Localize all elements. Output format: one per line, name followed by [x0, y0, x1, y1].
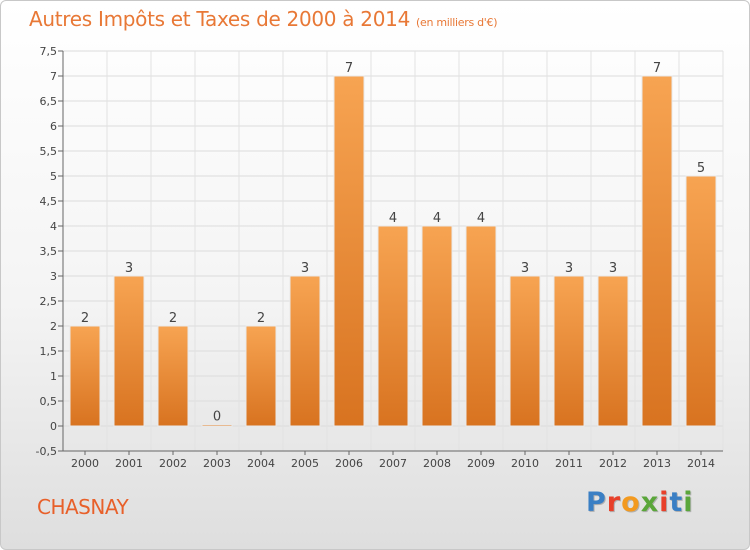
logo-letter: o	[621, 487, 641, 518]
x-tick-label: 2002	[159, 457, 187, 470]
y-tick-label: 0,5	[40, 395, 58, 408]
y-tick-label: 4	[50, 220, 57, 233]
bar-value-label: 4	[477, 211, 485, 226]
logo-letter: r	[606, 487, 622, 518]
x-tick-label: 2006	[335, 457, 363, 470]
x-tick-label: 2008	[423, 457, 451, 470]
bar[interactable]	[245, 325, 277, 427]
x-tick-label: 2000	[71, 457, 99, 470]
bar[interactable]	[421, 225, 453, 427]
bar-value-label: 3	[125, 261, 133, 276]
y-tick-label: 0	[50, 420, 57, 433]
y-tick-label: 6	[50, 120, 57, 133]
chart-unit: (en milliers d'€)	[416, 16, 498, 29]
bar[interactable]	[69, 325, 101, 427]
y-tick-label: 3,5	[40, 245, 58, 258]
x-tick-label: 2007	[379, 457, 407, 470]
x-tick-label: 2013	[643, 457, 671, 470]
bar[interactable]	[509, 275, 541, 427]
bar-value-label: 7	[653, 61, 661, 76]
bar[interactable]	[333, 75, 365, 427]
bar-value-label: 4	[389, 211, 397, 226]
bar-value-label: 2	[257, 311, 265, 326]
x-tick-label: 2011	[555, 457, 583, 470]
logo-letter: i	[683, 487, 694, 518]
x-tick-label: 2003	[203, 457, 231, 470]
bar[interactable]	[685, 175, 717, 427]
location-name: CHASNAY	[37, 495, 129, 519]
y-tick-label: 5	[50, 170, 57, 183]
x-tick-label: 2012	[599, 457, 627, 470]
bar-value-label: 2	[81, 311, 89, 326]
bar[interactable]	[553, 275, 585, 427]
bar[interactable]	[289, 275, 321, 427]
bar-value-label: 0	[213, 410, 221, 425]
y-tick-label: 7	[50, 70, 57, 83]
x-tick-label: 2014	[687, 457, 715, 470]
y-tick-label: 1	[50, 370, 57, 383]
bar-value-label: 2	[169, 311, 177, 326]
bar[interactable]	[465, 225, 497, 427]
logo-letter: x	[640, 487, 660, 518]
logo-letter: i	[659, 487, 670, 518]
x-tick-label: 2005	[291, 457, 319, 470]
bar-value-label: 3	[301, 261, 309, 276]
logo-letter: t	[669, 487, 684, 518]
y-tick-label: 1,5	[40, 345, 58, 358]
bar[interactable]	[201, 424, 233, 427]
bar[interactable]	[113, 275, 145, 427]
bar[interactable]	[157, 325, 189, 427]
bar-value-label: 7	[345, 61, 353, 76]
bar-value-label: 5	[697, 161, 705, 176]
bar-value-label: 3	[609, 261, 617, 276]
proxiti-logo[interactable]: Proxiti	[586, 487, 694, 518]
x-tick-label: 2004	[247, 457, 275, 470]
y-tick-label: 5,5	[40, 145, 58, 158]
bar-value-label: 3	[521, 261, 529, 276]
bar[interactable]	[597, 275, 629, 427]
x-tick-label: 2009	[467, 457, 495, 470]
y-tick-label: 4,5	[40, 195, 58, 208]
chart-title: Autres Impôts et Taxes de 2000 à 2014 (en…	[29, 7, 497, 31]
logo-letter: P	[586, 487, 607, 518]
bar-value-label: 3	[565, 261, 573, 276]
x-tick-label: 2010	[511, 457, 539, 470]
y-tick-label: 7,5	[40, 45, 58, 58]
y-tick-label: -0,5	[36, 445, 57, 458]
y-tick-label: 2	[50, 320, 57, 333]
bar[interactable]	[377, 225, 409, 427]
bar-value-label: 4	[433, 211, 441, 226]
y-tick-label: 2,5	[40, 295, 58, 308]
chart-title-text: Autres Impôts et Taxes de 2000 à 2014	[29, 7, 410, 31]
y-tick-label: 6,5	[40, 95, 58, 108]
bar[interactable]	[641, 75, 673, 427]
y-tick-label: 3	[50, 270, 57, 283]
x-tick-label: 2001	[115, 457, 143, 470]
